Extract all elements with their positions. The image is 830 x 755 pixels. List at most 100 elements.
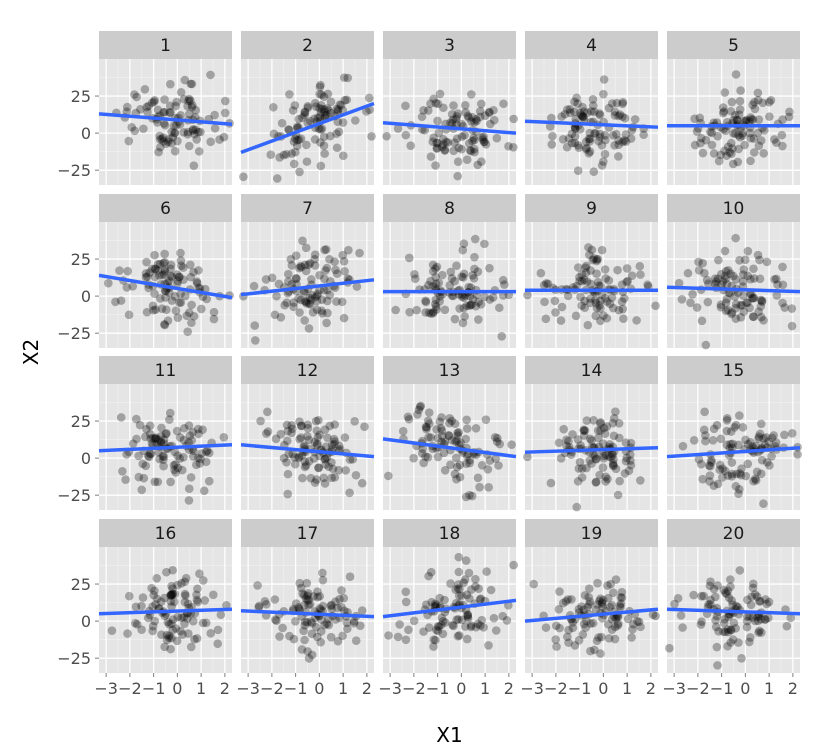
data-point (446, 460, 455, 469)
data-point (282, 420, 292, 430)
data-point (168, 584, 177, 593)
data-point (121, 475, 130, 485)
data-point (734, 638, 743, 647)
data-point (116, 296, 126, 305)
data-point (304, 654, 314, 663)
data-point (457, 615, 467, 625)
data-point (167, 619, 176, 628)
data-point (582, 261, 591, 271)
data-point (564, 625, 573, 635)
data-point (610, 111, 620, 120)
data-point (584, 243, 593, 252)
data-point (305, 293, 315, 303)
facet-panel-5: 5 (667, 31, 800, 185)
data-point (342, 95, 352, 105)
data-point (158, 270, 167, 280)
data-point (546, 478, 556, 488)
facet-panel-3: 3 (382, 31, 518, 185)
data-point (564, 638, 573, 647)
y-tick-label: 25 (71, 412, 91, 431)
data-point (164, 134, 174, 144)
data-point (167, 590, 177, 600)
data-point (485, 119, 495, 129)
data-point (731, 275, 741, 284)
data-point (592, 255, 601, 264)
data-point (139, 473, 149, 483)
data-point (611, 464, 621, 474)
data-point (307, 650, 317, 660)
data-point (477, 615, 487, 625)
data-point (440, 146, 450, 155)
data-point (176, 87, 186, 97)
data-point (720, 627, 730, 637)
data-point (601, 450, 611, 460)
data-point (462, 459, 471, 469)
data-point (150, 264, 160, 274)
data-point (738, 131, 747, 140)
data-point (575, 125, 585, 134)
data-point (166, 79, 175, 89)
data-point (617, 587, 627, 597)
data-point (419, 458, 428, 468)
data-point (572, 93, 581, 103)
data-point (600, 149, 610, 159)
data-point (727, 469, 737, 479)
y-tick-label: 0 (81, 449, 91, 468)
data-point (192, 278, 202, 288)
data-point (478, 135, 488, 144)
data-point (475, 621, 485, 630)
data-point (576, 292, 585, 302)
data-point (497, 332, 507, 341)
data-point (331, 597, 340, 606)
data-point (159, 107, 168, 117)
data-point (590, 645, 599, 655)
data-point (222, 600, 231, 610)
data-point (122, 107, 132, 117)
data-point (302, 617, 312, 627)
data-point (162, 630, 172, 640)
data-point (756, 302, 766, 311)
data-point (718, 103, 728, 112)
data-point (616, 602, 625, 612)
facet-panel-11: 11 (98, 356, 233, 510)
data-point (171, 101, 180, 111)
data-point (581, 623, 590, 632)
data-point (139, 124, 148, 134)
data-point (723, 625, 733, 634)
data-point (444, 431, 453, 440)
data-point (165, 415, 174, 424)
data-point (189, 267, 198, 277)
data-point (210, 124, 220, 133)
data-point (202, 294, 212, 304)
data-point (719, 585, 729, 595)
data-point (167, 127, 177, 137)
data-point (162, 567, 171, 577)
data-point (694, 257, 703, 267)
facet-strip-label: 3 (444, 36, 455, 56)
data-point (182, 311, 192, 321)
data-point (609, 461, 618, 471)
data-point (300, 316, 309, 325)
data-point (410, 274, 420, 284)
data-point (189, 446, 198, 456)
data-point (726, 625, 736, 635)
data-point (772, 274, 781, 284)
data-point (756, 419, 766, 429)
data-point (152, 574, 162, 583)
data-point (141, 432, 150, 442)
data-point (142, 257, 151, 267)
data-point (473, 619, 483, 629)
data-point (151, 434, 161, 444)
data-point (337, 586, 346, 595)
data-point (479, 137, 489, 147)
data-point (334, 441, 344, 451)
data-point (294, 452, 304, 461)
data-point (310, 437, 320, 447)
data-point (696, 133, 706, 143)
data-point (468, 136, 477, 146)
data-point (118, 466, 127, 476)
data-point (603, 593, 613, 603)
data-point (175, 119, 185, 129)
data-point (571, 123, 580, 133)
data-point (543, 279, 553, 289)
